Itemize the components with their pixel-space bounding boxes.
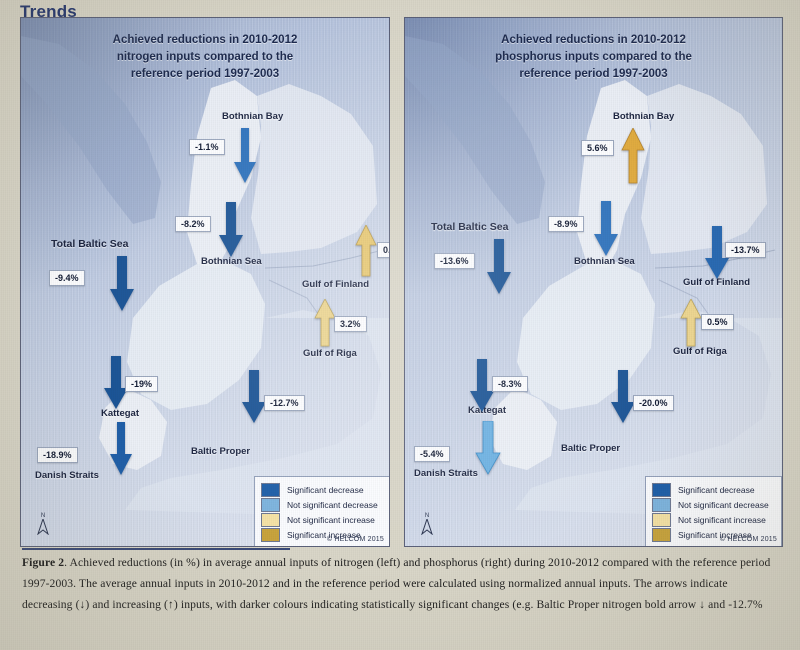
legend-row: Significant decrease	[652, 482, 774, 497]
map-title-phosphorus: Achieved reductions in 2010-2012 phospho…	[405, 32, 782, 83]
value-total-baltic-sea: -13.6%	[434, 253, 475, 269]
value-bothnian-bay: -1.1%	[189, 139, 225, 155]
legend-phosphorus: Significant decrease Not significant dec…	[645, 476, 782, 546]
basin-label-kattegat: Kattegat	[101, 408, 140, 419]
legend-swatch-significant-increase	[261, 527, 280, 542]
arrow-kattegat[interactable]	[103, 356, 129, 410]
basin-label-total-baltic-sea: Total Baltic Sea	[431, 221, 509, 233]
value-danish-straits: -5.4%	[414, 446, 450, 462]
value-bothnian-sea: -8.2%	[175, 216, 211, 232]
arrow-bothnian-bay[interactable]	[621, 128, 645, 184]
arrow-gulf-of-riga[interactable]	[314, 299, 336, 347]
legend-swatch-significant-decrease	[261, 482, 280, 497]
basin-label-danish-straits: Danish Straits	[414, 468, 478, 479]
legend-swatch-not-significant-increase	[652, 512, 671, 527]
arrow-gulf-of-riga[interactable]	[680, 299, 702, 347]
figure-label: Figure 2	[22, 556, 65, 569]
arrow-total-baltic-sea[interactable]	[109, 256, 135, 312]
basin-label-gulf-of-riga: Gulf of Riga	[673, 346, 727, 357]
arrow-danish-straits[interactable]	[475, 421, 501, 475]
value-kattegat: -19%	[125, 376, 159, 392]
legend-row: Significant increase	[652, 527, 774, 542]
legend-label: Significant decrease	[287, 484, 364, 495]
value-danish-straits: -18.9%	[37, 447, 78, 463]
figure-caption-text: . Achieved reductions (in %) in average …	[22, 556, 771, 611]
legend-label: Significant increase	[678, 529, 752, 540]
legend-label: Not significant increase	[678, 514, 766, 525]
basin-label-bothnian-sea: Bothnian Sea	[201, 256, 262, 267]
arrow-bothnian-sea[interactable]	[593, 201, 619, 257]
legend-row: Not significant decrease	[261, 497, 383, 512]
value-total-baltic-sea: -9.4%	[49, 270, 85, 286]
caption-divider	[22, 548, 290, 550]
map-title-line: nitrogen inputs compared to the	[116, 51, 294, 63]
legend-swatch-not-significant-decrease	[652, 497, 671, 512]
legend-label: Significant increase	[287, 529, 361, 540]
north-arrow-icon: N	[420, 513, 434, 540]
legend-swatch-significant-decrease	[652, 482, 671, 497]
legend-label: Significant decrease	[678, 484, 755, 495]
arrow-baltic-proper[interactable]	[610, 370, 636, 424]
value-gulf-of-finland: -13.7%	[725, 242, 766, 258]
map-title-line: phosphorus inputs compared to the	[495, 51, 692, 63]
legend-nitrogen: Significant decrease Not significant dec…	[254, 476, 389, 546]
legend-row: Not significant decrease	[652, 497, 774, 512]
value-baltic-proper: -20.0%	[633, 395, 674, 411]
figure-caption: Figure 2. Achieved reductions (in %) in …	[22, 552, 774, 615]
basin-label-total-baltic-sea: Total Baltic Sea	[51, 238, 129, 250]
arrow-total-baltic-sea[interactable]	[486, 239, 512, 295]
legend-row: Not significant increase	[652, 512, 774, 527]
basin-label-gulf-of-finland: Gulf of Finland	[302, 279, 370, 290]
map-title-line: reference period 1997-2003	[130, 68, 280, 80]
map-title-line: Achieved reductions in 2010-2012	[112, 34, 298, 46]
basin-label-gulf-of-riga: Gulf of Riga	[303, 348, 357, 359]
value-bothnian-sea: -8.9%	[548, 216, 584, 232]
legend-swatch-not-significant-increase	[261, 512, 280, 527]
map-title-nitrogen: Achieved reductions in 2010-2012 nitroge…	[21, 32, 389, 83]
north-letter: N	[424, 513, 430, 519]
value-bothnian-bay: 5.6%	[581, 140, 614, 156]
legend-swatch-not-significant-decrease	[261, 497, 280, 512]
north-letter: N	[40, 513, 46, 519]
arrow-kattegat[interactable]	[469, 359, 495, 413]
value-gulf-of-finland: 0.3%	[377, 242, 389, 258]
value-gulf-of-riga: 3.2%	[334, 316, 367, 332]
basin-label-bothnian-sea: Bothnian Sea	[574, 256, 635, 267]
value-gulf-of-riga: 0.5%	[701, 314, 734, 330]
basin-label-danish-straits: Danish Straits	[35, 470, 99, 481]
legend-row: Not significant increase	[261, 512, 383, 527]
map-credit-phosphorus: © HELCOM 2015	[719, 536, 777, 543]
map-panel-nitrogen[interactable]: Achieved reductions in 2010-2012 nitroge…	[20, 17, 390, 547]
map-panel-phosphorus[interactable]: Achieved reductions in 2010-2012 phospho…	[404, 17, 783, 547]
value-kattegat: -8.3%	[492, 376, 528, 392]
arrow-bothnian-bay[interactable]	[233, 128, 257, 184]
arrow-gulf-of-finland[interactable]	[355, 225, 377, 277]
legend-row: Significant increase	[261, 527, 383, 542]
basin-label-baltic-proper: Baltic Proper	[561, 443, 621, 454]
basin-label-gulf-of-finland: Gulf of Finland	[683, 277, 751, 288]
arrow-baltic-proper[interactable]	[241, 370, 267, 424]
basin-label-baltic-proper: Baltic Proper	[191, 446, 251, 457]
arrow-danish-straits[interactable]	[109, 422, 133, 476]
map-title-line: reference period 1997-2003	[519, 68, 668, 80]
basin-label-bothnian-bay: Bothnian Bay	[613, 111, 675, 122]
north-arrow-icon: N	[36, 513, 50, 540]
legend-row: Significant decrease	[261, 482, 383, 497]
map-credit-nitrogen: © HELCOM 2015	[326, 536, 384, 543]
arrow-gulf-of-finland[interactable]	[704, 226, 730, 280]
arrow-bothnian-sea[interactable]	[218, 202, 244, 258]
legend-label: Not significant decrease	[678, 499, 769, 510]
map-title-line: Achieved reductions in 2010-2012	[501, 34, 686, 46]
page-title: Trends	[20, 2, 77, 21]
value-baltic-proper: -12.7%	[264, 395, 305, 411]
legend-swatch-significant-increase	[652, 527, 671, 542]
basin-label-kattegat: Kattegat	[468, 405, 507, 416]
legend-label: Not significant decrease	[287, 499, 378, 510]
legend-label: Not significant increase	[287, 514, 375, 525]
basin-label-bothnian-bay: Bothnian Bay	[222, 111, 284, 122]
